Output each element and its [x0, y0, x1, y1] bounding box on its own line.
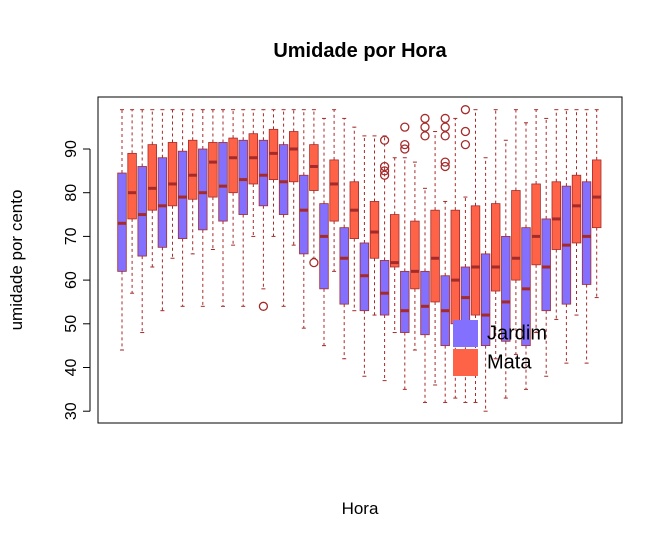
box	[511, 190, 521, 281]
legend-swatch	[453, 320, 478, 347]
box	[177, 150, 188, 239]
y-tick-label: 30	[63, 402, 80, 420]
outlier	[440, 157, 450, 167]
box	[187, 139, 198, 200]
legend-label: Mata	[487, 351, 532, 373]
outlier	[460, 105, 471, 115]
outlier	[400, 139, 410, 150]
outlier	[309, 257, 319, 268]
box	[258, 139, 269, 207]
box	[420, 270, 430, 336]
box	[480, 253, 491, 347]
box	[369, 201, 380, 259]
legend-swatch	[453, 349, 478, 376]
outlier	[440, 122, 450, 132]
box	[400, 270, 410, 333]
box	[299, 174, 309, 255]
outlier	[420, 131, 430, 141]
y-tick-label: 40	[63, 359, 80, 377]
plot-frame	[97, 96, 623, 424]
outlier	[440, 131, 450, 141]
box	[379, 260, 390, 316]
outlier	[400, 144, 410, 154]
chart-title: Umidade por Hora	[273, 40, 447, 62]
outlier	[460, 139, 471, 150]
outlier	[440, 113, 450, 124]
box	[238, 139, 248, 215]
box	[339, 227, 349, 305]
box	[430, 209, 440, 303]
y-tick-label: 80	[63, 184, 80, 202]
box	[218, 142, 228, 222]
box	[127, 152, 137, 220]
box	[228, 137, 238, 194]
box	[278, 144, 289, 215]
box	[541, 218, 551, 312]
y-axis-label: umidade por cento	[7, 190, 26, 331]
box	[490, 203, 501, 292]
box	[288, 131, 299, 183]
box	[389, 214, 400, 268]
box	[470, 205, 481, 316]
box	[571, 174, 582, 244]
y-tick-label: 90	[63, 140, 80, 158]
y-tick-label: 50	[63, 315, 80, 333]
box	[147, 144, 158, 211]
x-axis-label: Hora	[342, 499, 379, 518]
outlier	[460, 126, 471, 137]
box	[551, 181, 562, 250]
box	[329, 159, 339, 222]
box	[450, 209, 461, 325]
box	[410, 220, 420, 290]
box	[501, 236, 511, 342]
outlier	[379, 161, 390, 172]
outlier	[379, 166, 390, 176]
box	[521, 227, 531, 347]
outlier	[420, 122, 430, 132]
outlier	[420, 113, 430, 124]
box	[531, 183, 541, 266]
outlier	[440, 161, 450, 172]
box	[319, 203, 329, 290]
y-tick-label: 70	[63, 227, 80, 245]
outlier	[400, 122, 410, 132]
outlier	[258, 301, 269, 311]
box	[157, 157, 168, 248]
y-tick-label: 60	[63, 271, 80, 289]
outlier	[379, 170, 390, 180]
legend-label: Jardim	[487, 322, 547, 344]
box	[137, 166, 147, 257]
box	[167, 142, 178, 207]
box	[198, 148, 208, 231]
box	[581, 181, 592, 285]
box	[208, 142, 218, 198]
outlier	[379, 135, 390, 145]
box	[592, 159, 602, 229]
